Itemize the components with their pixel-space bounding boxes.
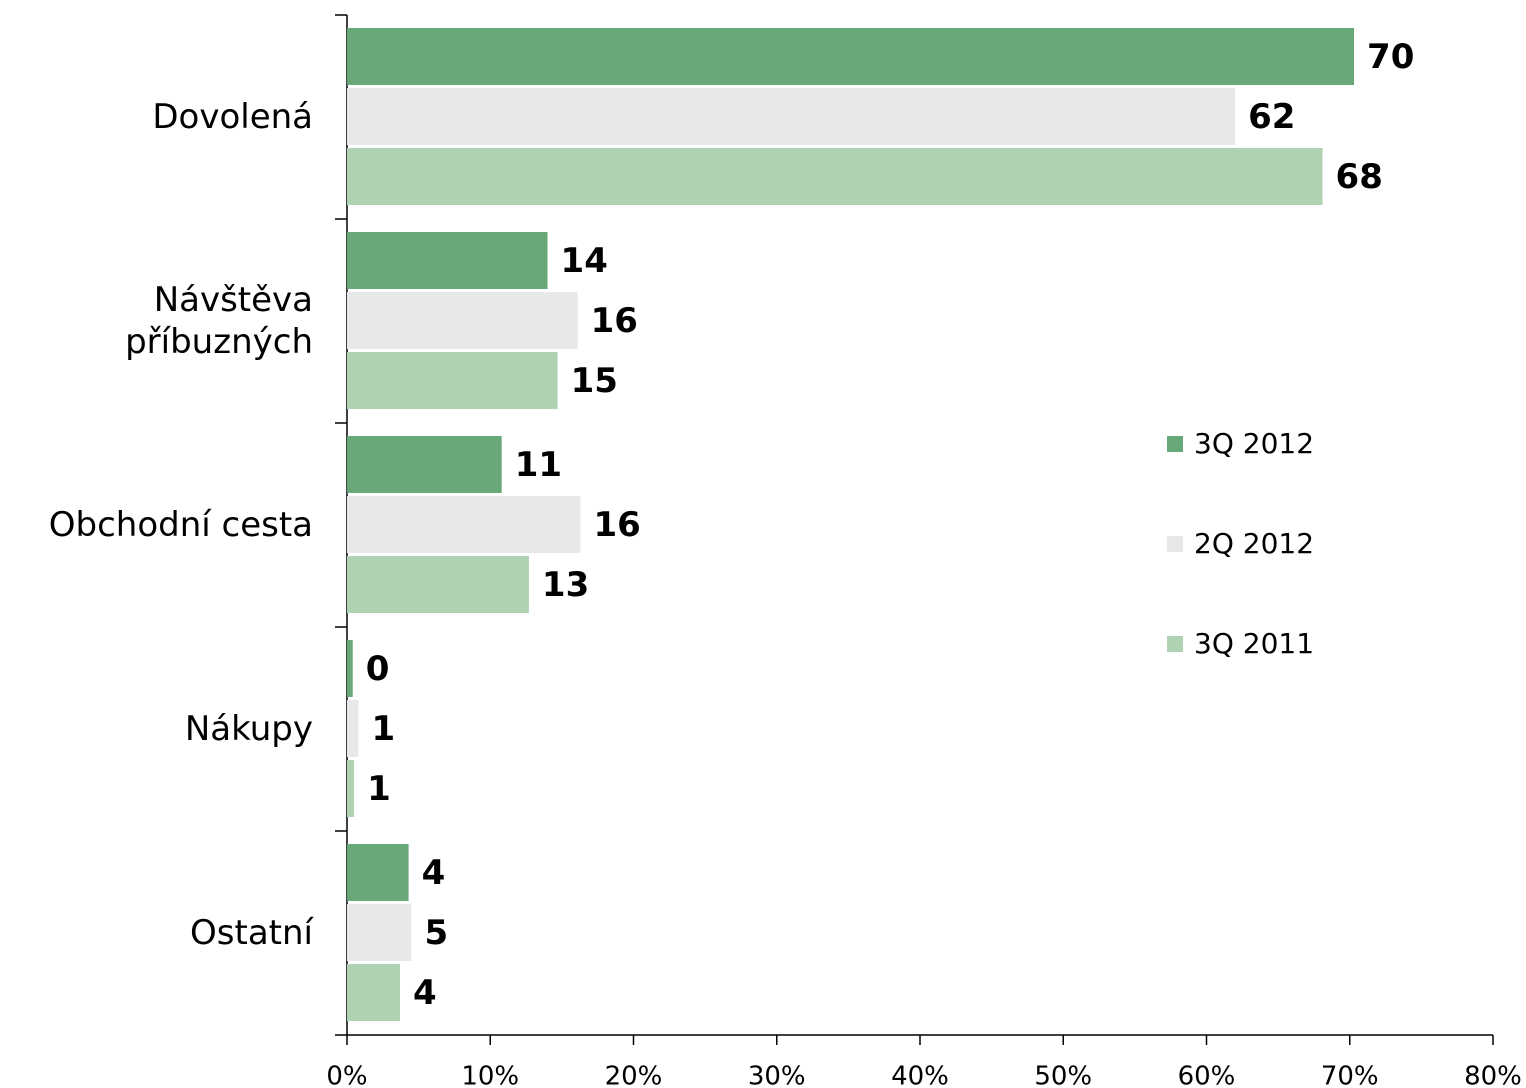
data-label: 70 (1367, 37, 1414, 77)
data-label: 11 (515, 445, 562, 485)
bar (347, 700, 359, 757)
data-label: 13 (542, 565, 589, 605)
bar (347, 232, 548, 289)
data-label: 0 (366, 649, 390, 689)
bar (347, 148, 1323, 205)
category-label: Nákupy (184, 709, 313, 749)
bar (347, 556, 529, 613)
bar (347, 844, 409, 901)
data-label: 62 (1248, 97, 1295, 137)
bar (347, 352, 558, 409)
data-label: 15 (571, 361, 618, 401)
bar (347, 292, 578, 349)
bar (347, 28, 1355, 85)
x-tick-label: 60% (1178, 1062, 1236, 1088)
data-label: 14 (561, 241, 608, 281)
category-label: Dovolená (152, 97, 313, 137)
x-tick-label: 0% (326, 1062, 367, 1088)
legend-swatch (1167, 436, 1183, 452)
x-tick-label: 70% (1321, 1062, 1379, 1088)
data-label: 68 (1336, 157, 1383, 197)
category-label: Obchodní cesta (48, 505, 313, 545)
x-tick-label: 40% (891, 1062, 949, 1088)
data-label: 1 (371, 709, 395, 749)
data-label: 4 (413, 973, 437, 1013)
bar (347, 496, 581, 553)
legend-label: 3Q 2011 (1194, 627, 1314, 660)
legend-label: 3Q 2012 (1194, 427, 1314, 460)
category-label: Ostatní (190, 913, 313, 953)
category-label: Návštěva příbuzných (125, 280, 313, 362)
legend-swatch (1167, 636, 1183, 652)
legend-label: 2Q 2012 (1194, 527, 1314, 560)
data-label: 4 (422, 853, 446, 893)
bar (347, 964, 401, 1021)
legend-swatch (1167, 536, 1183, 552)
data-label: 1 (367, 769, 391, 809)
bar (347, 904, 412, 961)
x-tick-label: 10% (461, 1062, 519, 1088)
data-label: 16 (593, 505, 640, 545)
x-tick-label: 80% (1464, 1062, 1522, 1088)
bar (347, 88, 1236, 145)
x-tick-label: 20% (605, 1062, 663, 1088)
data-label: 5 (424, 913, 448, 953)
bar (347, 640, 353, 697)
bar (347, 760, 355, 817)
x-tick-label: 30% (748, 1062, 806, 1088)
data-label: 16 (591, 301, 638, 341)
x-tick-label: 50% (1034, 1062, 1092, 1088)
bar (347, 436, 502, 493)
